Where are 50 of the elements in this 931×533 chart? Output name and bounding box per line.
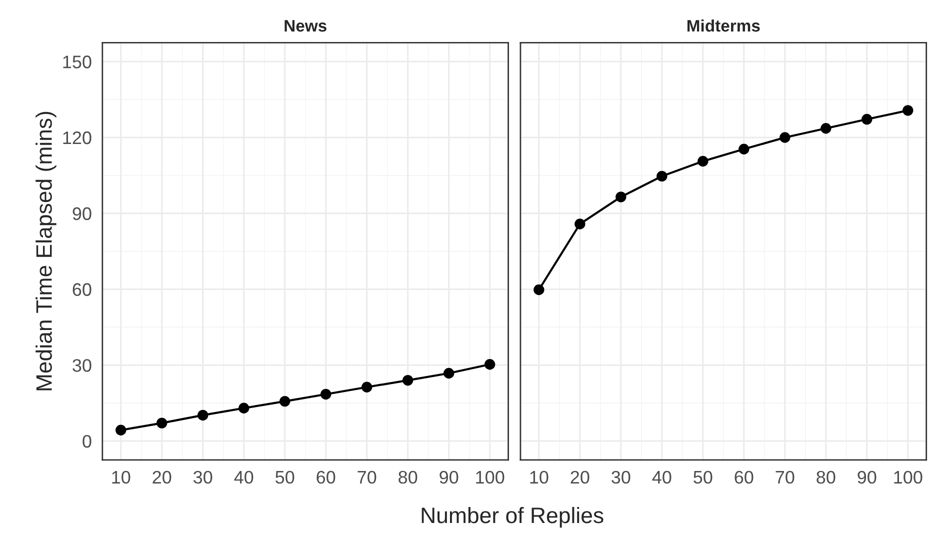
point bbox=[534, 284, 544, 296]
y-tick-label: 90 bbox=[72, 207, 92, 220]
x-tick-label: 30 bbox=[612, 470, 630, 484]
x-tick-label: 90 bbox=[440, 470, 458, 484]
y-tick-label: 30 bbox=[72, 359, 92, 372]
x-tick-label: 10 bbox=[112, 470, 130, 484]
point bbox=[238, 402, 250, 414]
x-tick-label: 100 bbox=[894, 470, 922, 484]
x-tick-label: 80 bbox=[816, 470, 836, 484]
point bbox=[780, 132, 790, 143]
chart-title: Midterms bbox=[687, 19, 760, 32]
point bbox=[484, 359, 496, 370]
x-tick-label: 40 bbox=[234, 470, 254, 484]
x-tick-label: 20 bbox=[152, 470, 172, 484]
point bbox=[402, 374, 414, 386]
x-tick-label: 80 bbox=[398, 470, 418, 484]
x-tick-label: 30 bbox=[194, 470, 212, 484]
point bbox=[198, 410, 208, 421]
point bbox=[862, 114, 872, 125]
y-tick-label: 150 bbox=[63, 56, 92, 68]
point bbox=[361, 382, 372, 392]
point bbox=[156, 418, 168, 428]
point bbox=[616, 192, 626, 202]
y-tick-label: 0 bbox=[82, 434, 92, 448]
y-tick-label: 60 bbox=[72, 283, 92, 296]
point bbox=[698, 156, 708, 167]
x-axis-title: Number of Replies bbox=[422, 506, 604, 528]
x-tick-label: 60 bbox=[734, 470, 754, 484]
x-tick-label: 90 bbox=[858, 470, 876, 484]
point bbox=[443, 368, 454, 379]
point bbox=[320, 388, 332, 400]
point bbox=[279, 396, 290, 407]
point bbox=[820, 123, 832, 134]
chart-title: News bbox=[284, 20, 326, 32]
point bbox=[738, 144, 750, 154]
point bbox=[902, 105, 914, 116]
x-tick-label: 50 bbox=[276, 470, 294, 484]
y-axis-title: Median Time Elapsed (mins) bbox=[36, 112, 56, 390]
x-tick-label: 70 bbox=[358, 470, 376, 484]
point bbox=[116, 424, 126, 436]
x-tick-label: 100 bbox=[476, 470, 504, 484]
x-tick-label: 50 bbox=[694, 470, 712, 484]
x-tick-label: 10 bbox=[530, 470, 548, 484]
y-tick-label: 120 bbox=[63, 131, 92, 144]
x-tick-label: 70 bbox=[776, 470, 794, 484]
point bbox=[656, 170, 668, 182]
point bbox=[574, 218, 586, 230]
x-tick-label: 60 bbox=[316, 470, 336, 484]
x-tick-label: 40 bbox=[652, 470, 672, 484]
x-tick-label: 20 bbox=[570, 470, 590, 484]
